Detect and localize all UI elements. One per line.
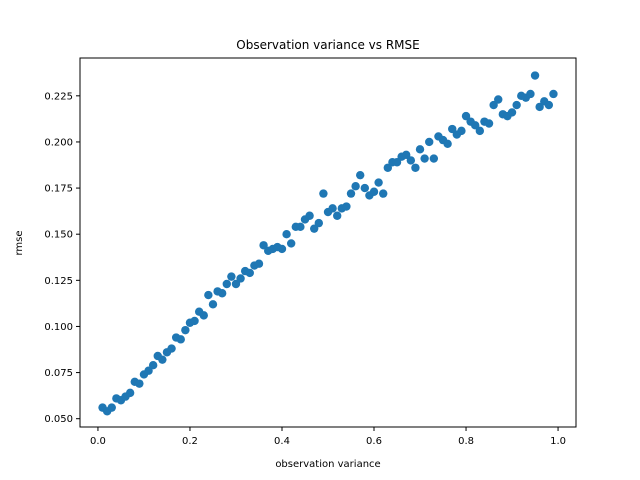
data-point <box>135 379 144 388</box>
data-point <box>402 150 411 160</box>
data-point <box>489 100 498 110</box>
data-point <box>443 139 452 148</box>
y-tick-label: 0.200 <box>44 137 73 148</box>
data-point <box>342 202 351 211</box>
data-point <box>333 211 342 220</box>
data-point <box>277 244 287 254</box>
data-point <box>176 335 185 344</box>
data-point <box>167 344 176 353</box>
y-tick-label: 0.150 <box>44 230 73 241</box>
data-point <box>530 71 540 80</box>
data-point <box>369 187 379 196</box>
data-point <box>351 182 360 191</box>
data-point <box>461 111 471 121</box>
data-point <box>535 102 544 112</box>
data-point <box>411 163 420 172</box>
data-point <box>420 154 429 163</box>
data-point <box>245 268 254 278</box>
x-tick-label: 1.0 <box>550 436 566 447</box>
data-point <box>484 119 494 128</box>
data-point <box>254 259 264 268</box>
data-point <box>310 224 319 233</box>
y-tick-label: 0.225 <box>44 91 73 102</box>
data-point <box>282 230 291 239</box>
data-point <box>305 211 314 220</box>
data-point <box>227 272 236 281</box>
data-point <box>475 126 485 136</box>
data-point <box>507 108 517 117</box>
data-point <box>231 279 241 289</box>
data-point <box>208 300 218 309</box>
data-point <box>415 145 425 154</box>
data-point <box>549 89 558 99</box>
x-tick-label: 0.8 <box>458 436 474 447</box>
data-point <box>383 163 393 172</box>
data-point <box>158 355 167 364</box>
data-point <box>429 154 439 163</box>
x-tick-label: 0.0 <box>90 436 106 447</box>
data-point <box>494 95 503 104</box>
data-point <box>360 183 370 193</box>
x-tick-label: 0.4 <box>274 436 290 447</box>
y-tick-label: 0.050 <box>44 414 73 425</box>
y-tick-label: 0.075 <box>44 368 73 379</box>
data-point <box>374 178 383 187</box>
data-point <box>217 289 227 298</box>
x-tick-label: 0.2 <box>182 436 198 447</box>
data-point <box>144 366 153 375</box>
data-point <box>328 204 337 213</box>
data-point <box>125 388 135 398</box>
data-point <box>544 100 554 110</box>
data-point <box>406 156 416 165</box>
data-point <box>346 189 356 198</box>
data-point <box>425 137 434 147</box>
data-point <box>190 316 199 326</box>
data-point <box>148 360 158 370</box>
data-point <box>319 189 328 198</box>
data-point <box>392 158 402 167</box>
data-point <box>314 218 323 228</box>
data-point <box>236 274 245 283</box>
data-point <box>204 290 213 300</box>
data-points <box>98 71 558 416</box>
data-point <box>286 239 296 248</box>
data-point <box>296 222 305 232</box>
x-axis-label: observation variance <box>275 459 380 470</box>
data-point <box>199 311 208 320</box>
data-point <box>471 121 480 130</box>
data-point <box>259 241 268 250</box>
y-tick-label: 0.125 <box>44 276 73 287</box>
data-point <box>222 279 231 289</box>
y-axis-label: rmse <box>14 230 25 255</box>
data-point <box>512 100 521 110</box>
data-point <box>107 403 116 412</box>
data-point <box>356 170 365 180</box>
data-point <box>457 126 466 136</box>
data-point <box>181 325 190 335</box>
data-point <box>448 124 457 134</box>
plot-frame <box>79 57 577 428</box>
x-axis-ticks: 0.0 0.2 0.4 0.6 0.8 1.0 <box>90 427 566 447</box>
x-tick-label: 0.6 <box>366 436 382 447</box>
y-tick-label: 0.100 <box>44 322 73 333</box>
data-point <box>526 89 535 99</box>
y-axis-ticks: 0.050 0.075 0.100 0.125 0.150 0.175 0.200 0.225 <box>44 91 80 425</box>
data-point <box>379 189 388 198</box>
chart-title: Observation variance vs RMSE <box>236 38 419 52</box>
y-tick-label: 0.175 <box>44 184 73 195</box>
